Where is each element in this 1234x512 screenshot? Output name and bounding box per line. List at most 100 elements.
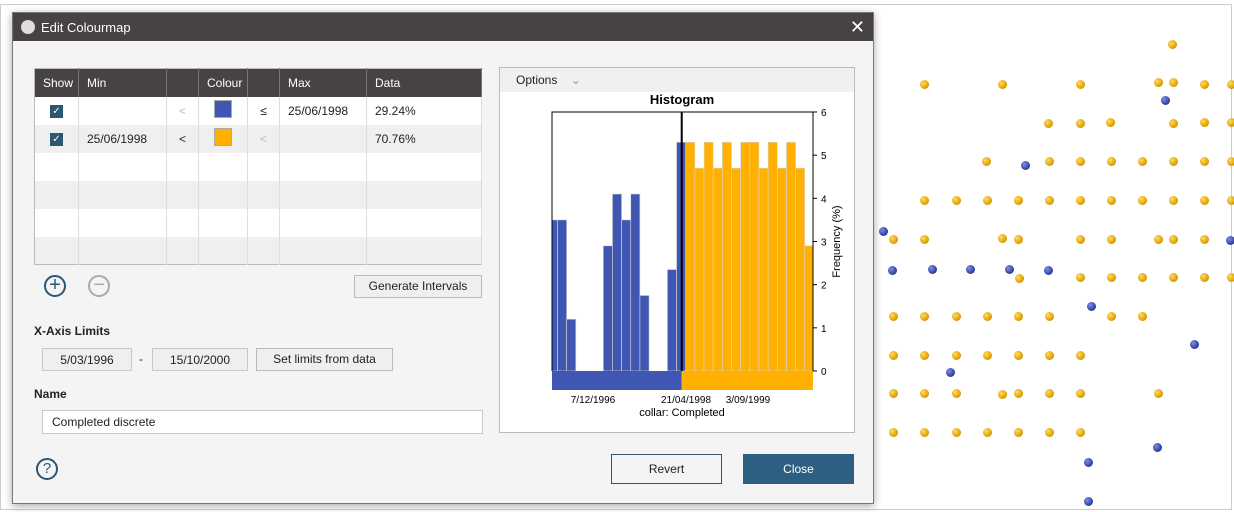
drillhole-point[interactable] (952, 389, 961, 398)
drillhole-point[interactable] (1076, 273, 1085, 282)
add-interval-button[interactable]: + (44, 275, 66, 297)
drillhole-point[interactable] (1045, 428, 1054, 437)
x-axis-max-field[interactable]: 15/10/2000 (152, 348, 248, 371)
drillhole-point[interactable] (1138, 157, 1147, 166)
drillhole-point[interactable] (952, 196, 961, 205)
drillhole-point[interactable] (1076, 235, 1085, 244)
drillhole-point[interactable] (1227, 118, 1234, 127)
drillhole-point[interactable] (1227, 157, 1234, 166)
close-button[interactable]: Close (743, 454, 854, 484)
drillhole-point[interactable] (998, 390, 1007, 399)
colour-swatch[interactable] (214, 100, 232, 118)
drillhole-point[interactable] (1200, 273, 1209, 282)
show-checkbox[interactable]: ✓ (50, 133, 63, 146)
table-row[interactable]: ✓ < ≤ 25/06/1998 29.24% (34, 96, 482, 125)
drillhole-point[interactable] (1227, 273, 1234, 282)
drillhole-point[interactable] (1200, 196, 1209, 205)
max-cell[interactable] (279, 124, 367, 153)
drillhole-point[interactable] (1168, 40, 1177, 49)
drillhole-point[interactable] (1021, 161, 1030, 170)
max-op[interactable]: ≤ (247, 96, 280, 125)
drillhole-point[interactable] (889, 312, 898, 321)
drillhole-point[interactable] (1076, 157, 1085, 166)
drillhole-point[interactable] (1014, 196, 1023, 205)
drillhole-point[interactable] (1154, 235, 1163, 244)
drillhole-point[interactable] (1045, 389, 1054, 398)
help-button[interactable]: ? (36, 458, 58, 480)
min-cell[interactable]: 25/06/1998 (78, 124, 167, 153)
drillhole-point[interactable] (889, 351, 898, 360)
drillhole-point[interactable] (1138, 312, 1147, 321)
options-menu[interactable]: Options ⌄ (500, 68, 854, 92)
show-checkbox[interactable]: ✓ (50, 105, 63, 118)
drillhole-point[interactable] (1087, 302, 1096, 311)
min-op[interactable]: < (166, 96, 199, 125)
drillhole-point[interactable] (1154, 389, 1163, 398)
drillhole-point[interactable] (1154, 78, 1163, 87)
drillhole-point[interactable] (1200, 118, 1209, 127)
drillhole-point[interactable] (1107, 235, 1116, 244)
drillhole-point[interactable] (1076, 196, 1085, 205)
drillhole-point[interactable] (1138, 273, 1147, 282)
drillhole-point[interactable] (983, 196, 992, 205)
drillhole-point[interactable] (1076, 351, 1085, 360)
drillhole-point[interactable] (1014, 312, 1023, 321)
drillhole-point[interactable] (983, 312, 992, 321)
drillhole-point[interactable] (1200, 235, 1209, 244)
drillhole-point[interactable] (889, 428, 898, 437)
drillhole-point[interactable] (920, 235, 929, 244)
drillhole-point[interactable] (888, 266, 897, 275)
drillhole-point[interactable] (1227, 80, 1234, 89)
drillhole-point[interactable] (1200, 157, 1209, 166)
drillhole-point[interactable] (952, 312, 961, 321)
table-row[interactable]: ✓ 25/06/1998 < < 70.76% (34, 124, 482, 153)
drillhole-point[interactable] (1084, 458, 1093, 467)
drillhole-point[interactable] (1045, 351, 1054, 360)
drillhole-point[interactable] (1161, 96, 1170, 105)
drillhole-point[interactable] (1226, 236, 1234, 245)
drillhole-point[interactable] (928, 265, 937, 274)
drillhole-point[interactable] (1169, 157, 1178, 166)
drillhole-point[interactable] (1076, 119, 1085, 128)
drillhole-point[interactable] (1190, 340, 1199, 349)
drillhole-point[interactable] (983, 428, 992, 437)
drillhole-point[interactable] (1138, 196, 1147, 205)
drillhole-point[interactable] (1153, 443, 1162, 452)
drillhole-point[interactable] (1169, 196, 1178, 205)
drillhole-point[interactable] (1076, 428, 1085, 437)
drillhole-point[interactable] (1045, 196, 1054, 205)
drillhole-point[interactable] (920, 351, 929, 360)
drillhole-point[interactable] (920, 312, 929, 321)
drillhole-point[interactable] (1044, 119, 1053, 128)
drillhole-point[interactable] (1107, 273, 1116, 282)
remove-interval-button[interactable]: − (88, 275, 110, 297)
max-op[interactable]: < (247, 124, 280, 153)
min-op[interactable]: < (166, 124, 199, 153)
drillhole-point[interactable] (1015, 274, 1024, 283)
drillhole-point[interactable] (1106, 118, 1115, 127)
x-axis-min-field[interactable]: 5/03/1996 (42, 348, 132, 371)
drillhole-point[interactable] (1169, 119, 1178, 128)
drillhole-point[interactable] (1044, 266, 1053, 275)
drillhole-point[interactable] (879, 227, 888, 236)
drillhole-point[interactable] (952, 428, 961, 437)
drillhole-point[interactable] (1014, 235, 1023, 244)
max-cell[interactable]: 25/06/1998 (279, 96, 367, 125)
drillhole-point[interactable] (889, 389, 898, 398)
drillhole-point[interactable] (952, 351, 961, 360)
drillhole-point[interactable] (1014, 428, 1023, 437)
drillhole-point[interactable] (983, 351, 992, 360)
drillhole-point[interactable] (1045, 312, 1054, 321)
min-cell[interactable] (78, 96, 167, 125)
drillhole-point[interactable] (1227, 196, 1234, 205)
drillhole-point[interactable] (1076, 389, 1085, 398)
drillhole-point[interactable] (920, 196, 929, 205)
close-icon[interactable]: ✕ (849, 17, 865, 37)
drillhole-point[interactable] (1107, 157, 1116, 166)
drillhole-point[interactable] (1005, 265, 1014, 274)
name-input[interactable]: Completed discrete (42, 410, 483, 434)
drillhole-point[interactable] (998, 80, 1007, 89)
drillhole-point[interactable] (1014, 351, 1023, 360)
drillhole-point[interactable] (1014, 389, 1023, 398)
drillhole-point[interactable] (1107, 312, 1116, 321)
